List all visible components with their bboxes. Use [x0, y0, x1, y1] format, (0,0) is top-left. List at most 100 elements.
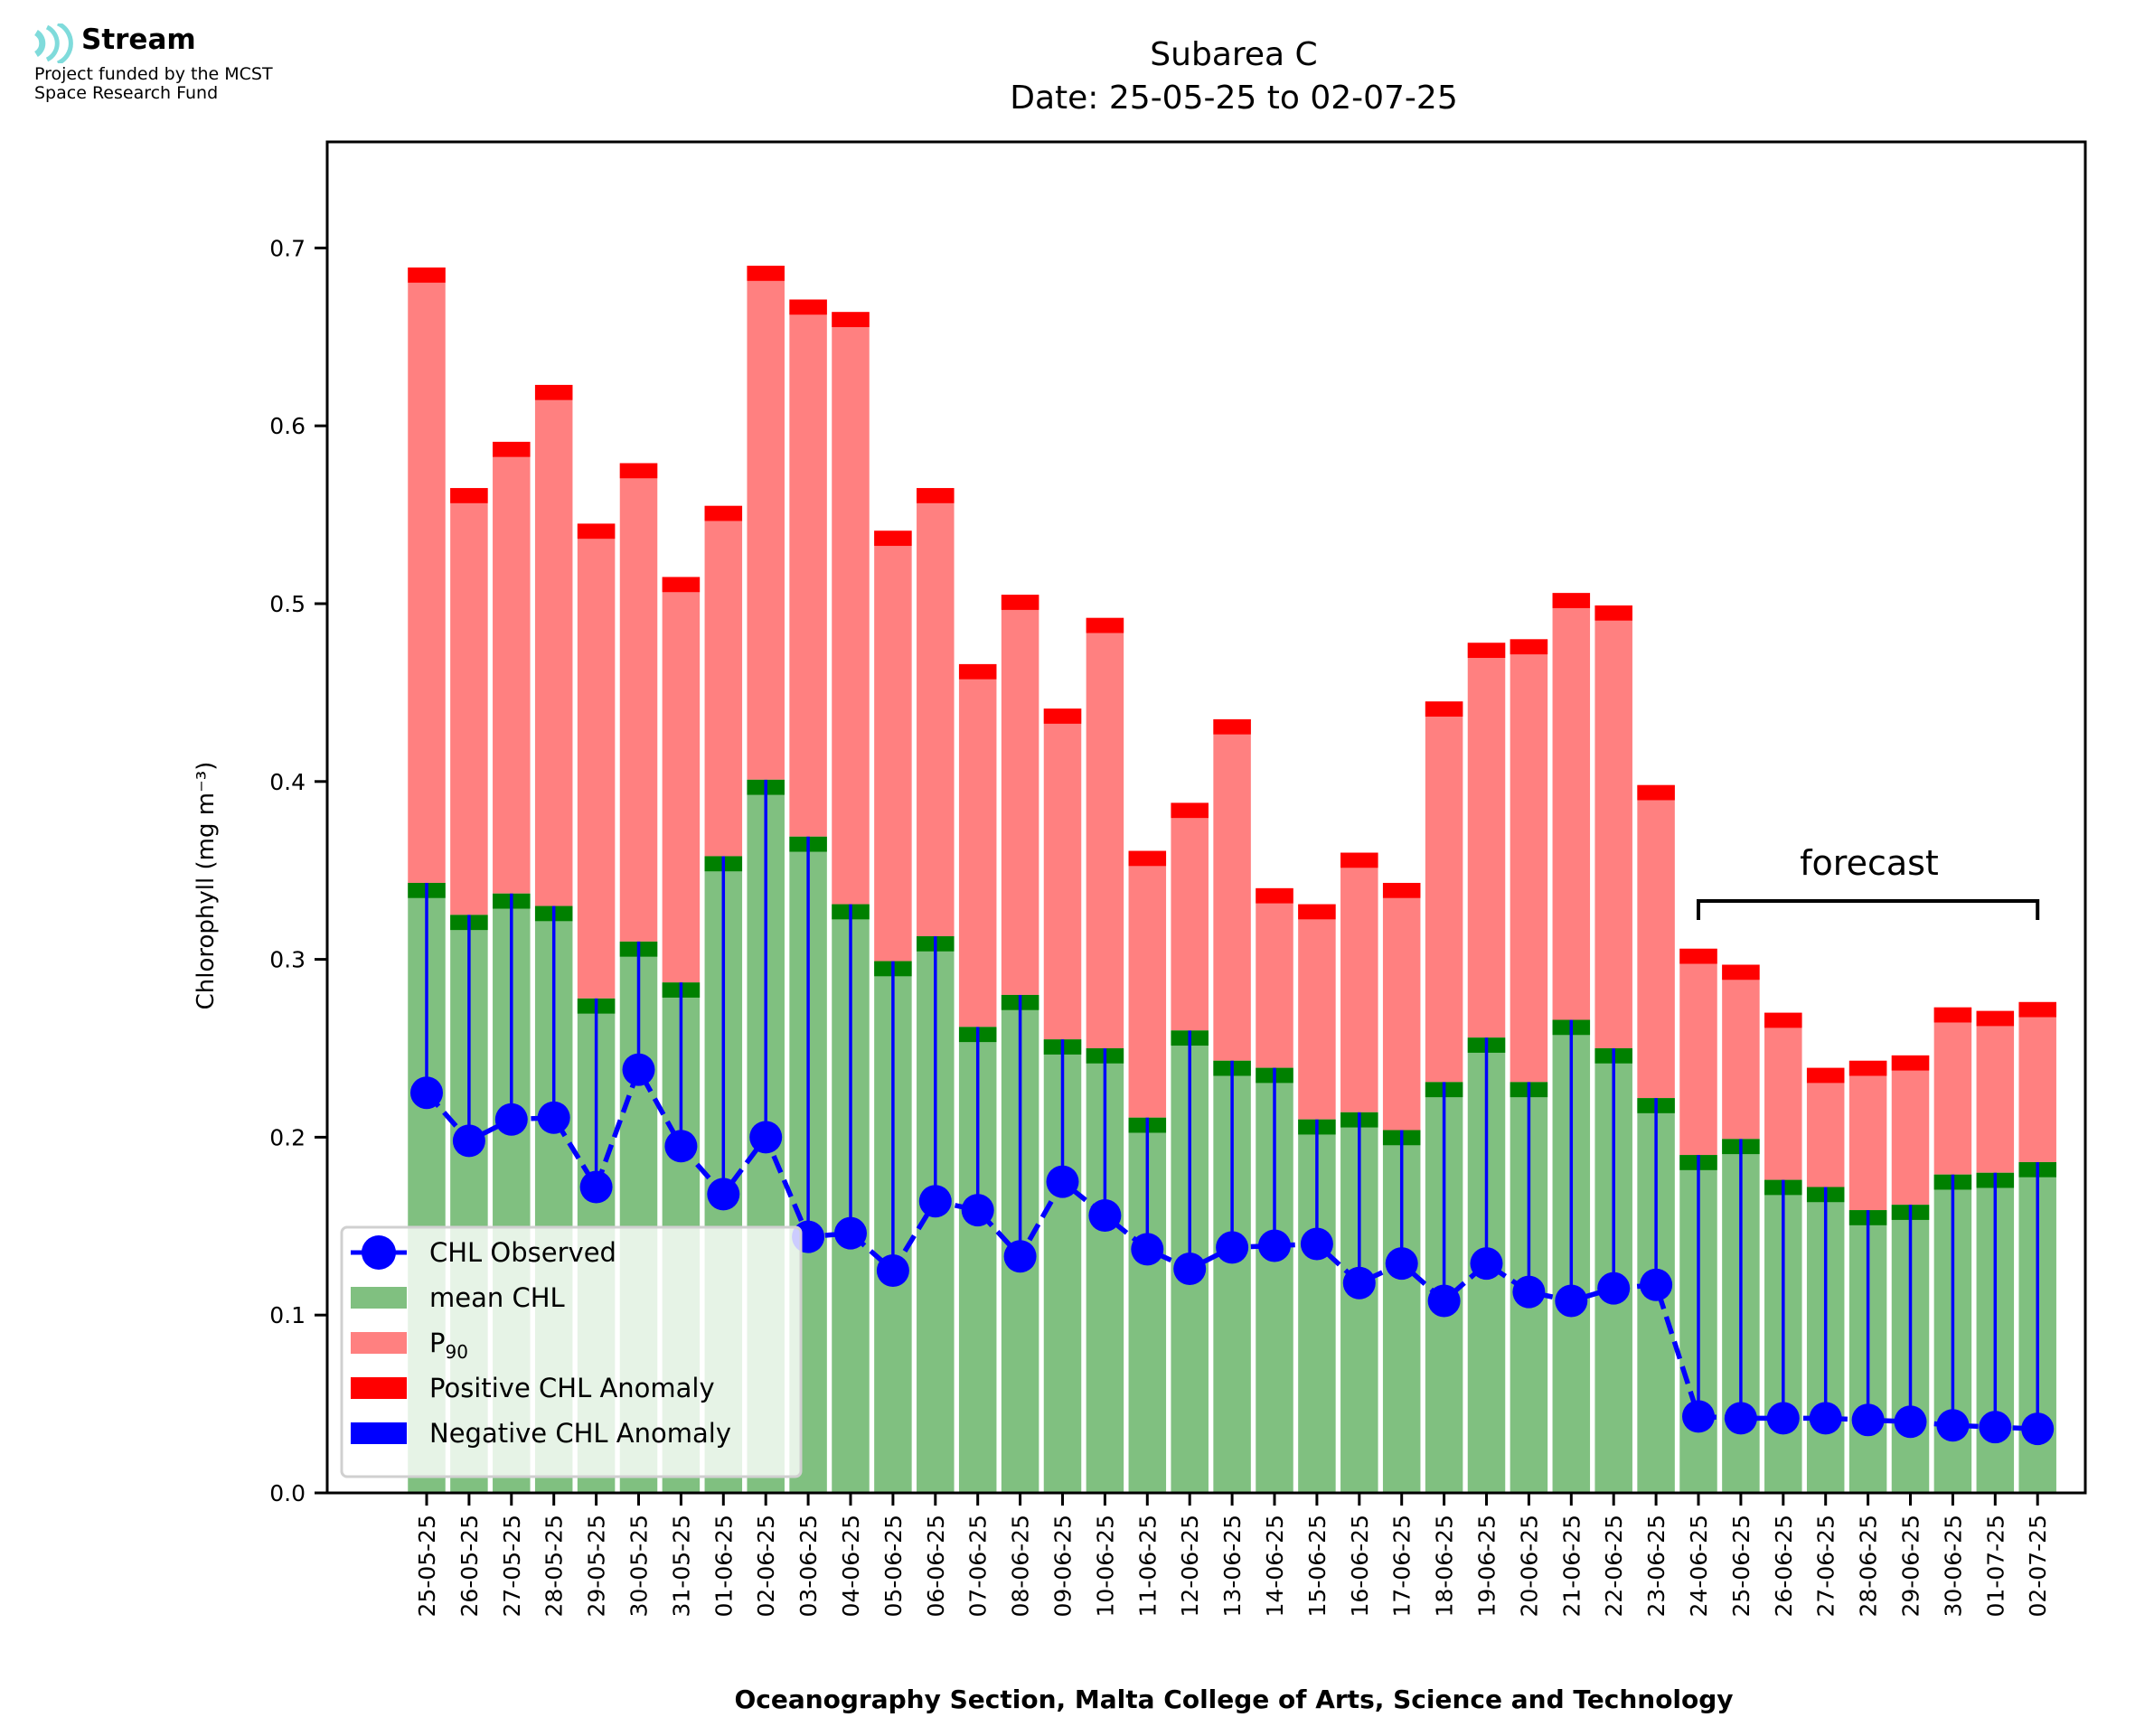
p90-bar — [917, 488, 955, 937]
forecast-bracket — [1697, 899, 2040, 920]
observed-point — [1979, 1411, 2012, 1444]
positive-anomaly-band — [1043, 708, 1082, 724]
y-tick-label: 0.6 — [269, 413, 306, 439]
x-tick-label: 24-06-25 — [1686, 1515, 1712, 1617]
x-tick-label: 25-05-25 — [414, 1515, 440, 1617]
p90-bar — [1891, 1055, 1930, 1206]
p90-bar — [1001, 595, 1039, 995]
p90-bar — [1128, 850, 1167, 1118]
observed-point — [410, 1076, 443, 1110]
positive-anomaly-band — [662, 577, 701, 593]
p90-bar — [662, 577, 701, 983]
p90-bar — [1848, 1060, 1887, 1211]
positive-anomaly-band — [450, 488, 488, 503]
observed-point — [1724, 1402, 1757, 1435]
observed-point — [1851, 1403, 1885, 1437]
p90-bar — [1256, 887, 1293, 1068]
x-tick-label: 08-06-25 — [1008, 1515, 1034, 1617]
observed-point — [1640, 1268, 1673, 1301]
positive-anomaly-band — [408, 267, 446, 283]
logo-subtitle-line1: Project funded by the MCST — [34, 64, 273, 84]
x-tick-label: 27-05-25 — [499, 1515, 525, 1617]
positive-anomaly-band — [917, 488, 955, 503]
x-tick-label: 09-06-25 — [1050, 1515, 1077, 1617]
x-tick-label: 03-06-25 — [795, 1515, 822, 1617]
positive-anomaly-band — [1086, 617, 1124, 633]
positive-anomaly-band — [1679, 948, 1717, 964]
positive-anomaly-band — [874, 530, 912, 547]
positive-anomaly-band — [1806, 1067, 1845, 1084]
x-tick-label: 25-06-25 — [1728, 1515, 1754, 1617]
p90-bar — [1171, 802, 1209, 1031]
y-tick-label: 0.5 — [269, 591, 306, 617]
observed-point — [1258, 1229, 1291, 1262]
x-tick-label: 22-06-25 — [1601, 1515, 1627, 1617]
p90-bar — [1637, 784, 1675, 1099]
positive-anomaly-band — [832, 312, 870, 327]
positive-anomaly-band — [1001, 595, 1039, 610]
y-tick-label: 0.0 — [269, 1480, 306, 1506]
observed-point — [1173, 1253, 1207, 1286]
p90-bar — [534, 384, 573, 906]
observed-point — [749, 1121, 783, 1154]
x-tick-label: 21-06-25 — [1558, 1515, 1585, 1617]
positive-anomaly-band — [534, 384, 573, 400]
logo-subtitle-line2: Space Research Fund — [34, 83, 219, 103]
legend-patch-swatch — [351, 1287, 407, 1309]
legend-patch-swatch — [351, 1422, 407, 1444]
p90-bar — [958, 663, 997, 1028]
positive-anomaly-band — [1552, 593, 1591, 608]
x-tick-label: 13-06-25 — [1219, 1515, 1246, 1617]
y-tick-label: 0.1 — [269, 1302, 306, 1328]
forecast-label: forecast — [1800, 843, 1939, 883]
x-axis-label: Oceanography Section, Malta College of A… — [734, 1684, 1733, 1714]
observed-point — [834, 1216, 867, 1250]
x-tick-label: 07-06-25 — [965, 1515, 992, 1617]
x-tick-label: 26-06-25 — [1771, 1515, 1797, 1617]
observed-line-layer — [410, 1053, 2055, 1446]
legend-patch-swatch — [351, 1377, 407, 1399]
positive-anomaly-band — [1171, 802, 1209, 819]
positive-anomaly-band — [2018, 1001, 2056, 1018]
y-tick-label: 0.3 — [269, 947, 306, 973]
p90-bar — [1213, 718, 1251, 1061]
observed-point — [2021, 1412, 2055, 1446]
x-tick-label: 15-06-25 — [1304, 1515, 1331, 1617]
p90-bar — [874, 530, 912, 962]
positive-anomaly-band — [1425, 701, 1463, 717]
positive-anomaly-band — [1764, 1012, 1802, 1028]
x-tick-label: 14-06-25 — [1262, 1515, 1288, 1617]
chart-title: Subarea C — [1150, 36, 1317, 73]
observed-point — [1470, 1247, 1503, 1281]
observed-point — [1936, 1409, 1970, 1442]
x-tick-label: 11-06-25 — [1134, 1515, 1161, 1617]
observed-point — [1342, 1266, 1376, 1300]
positive-anomaly-band — [1637, 784, 1675, 801]
p90-bar — [1340, 852, 1378, 1112]
p90-bar — [1594, 605, 1632, 1048]
x-tick-label: 29-05-25 — [584, 1515, 610, 1617]
legend-label: mean CHL — [429, 1282, 565, 1313]
legend-label-subscript: 90 — [446, 1341, 468, 1363]
x-tick-label: 30-06-25 — [1940, 1515, 1966, 1617]
positive-anomaly-band — [619, 463, 658, 479]
p90-bar — [450, 488, 488, 915]
x-tick-label: 04-06-25 — [838, 1515, 864, 1617]
p90-bar — [1298, 904, 1336, 1120]
positive-anomaly-band — [1382, 882, 1421, 898]
positive-anomaly-band — [789, 299, 827, 315]
observed-point — [961, 1194, 994, 1227]
observed-point — [1088, 1198, 1122, 1232]
p90-bar — [1382, 882, 1421, 1131]
forecast-annotation: forecast — [1697, 843, 2040, 920]
plot-frame — [325, 140, 2087, 1495]
positive-anomaly-band — [1933, 1007, 1972, 1023]
p90-bar — [1467, 643, 1506, 1038]
positive-anomaly-band — [1848, 1060, 1887, 1076]
observed-point — [1003, 1240, 1037, 1273]
logo-subtitle: Project funded by the MCST Space Researc… — [34, 65, 273, 103]
x-tick-label: 02-07-25 — [2025, 1515, 2051, 1617]
x-tick-label: 28-06-25 — [1856, 1515, 1882, 1617]
x-tick-label: 18-06-25 — [1432, 1515, 1458, 1617]
